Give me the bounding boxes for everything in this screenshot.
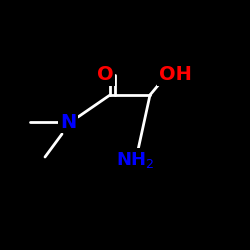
Text: NH$_2$: NH$_2$	[116, 150, 154, 170]
Text: O: O	[97, 66, 113, 84]
Text: OH: OH	[158, 66, 192, 84]
Text: N: N	[60, 112, 76, 132]
